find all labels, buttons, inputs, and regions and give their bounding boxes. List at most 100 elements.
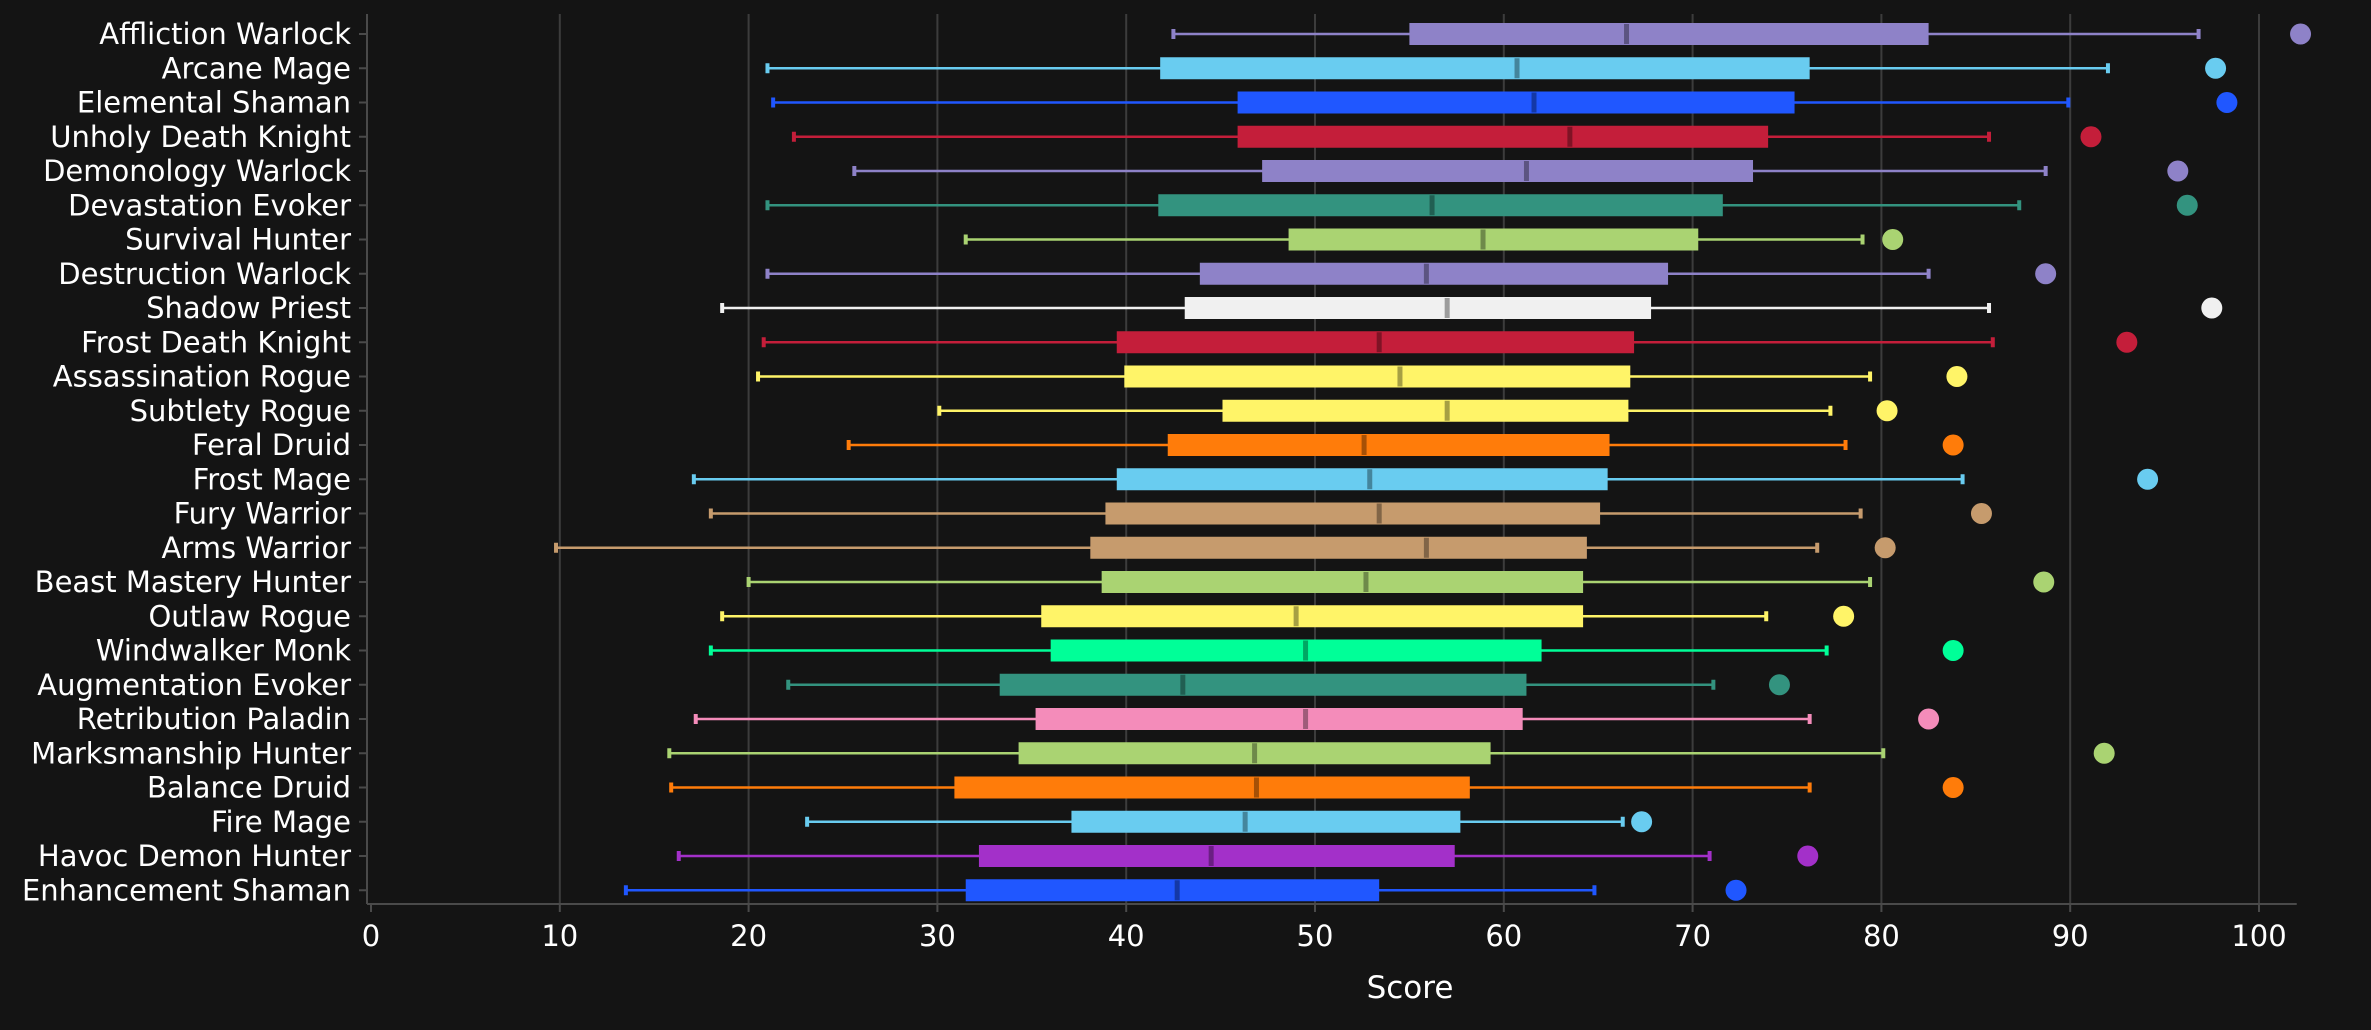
- outlier-point: [1942, 434, 1964, 456]
- outlier-point: [1946, 366, 1968, 387]
- box-row: [761, 331, 2138, 354]
- median-marker: [1376, 332, 1382, 353]
- median-marker: [1363, 572, 1369, 592]
- box-row: [1171, 23, 2312, 45]
- series-layer: [554, 23, 2312, 902]
- box-row: [756, 365, 1968, 388]
- box-row: [669, 776, 1964, 799]
- outlier-point: [1918, 708, 1940, 730]
- iqr-box: [1160, 57, 1810, 80]
- category-label: Unholy Death Knight: [50, 120, 351, 154]
- category-label: Frost Death Knight: [81, 325, 351, 359]
- outlier-point: [1876, 400, 1898, 422]
- x-tick-label: 90: [2052, 919, 2089, 953]
- outlier-point: [2033, 571, 2055, 593]
- median-marker: [1624, 24, 1630, 44]
- x-tick-label: 40: [1108, 919, 1145, 953]
- box-row: [623, 879, 1747, 902]
- outlier-point: [2176, 194, 2198, 216]
- median-marker: [1523, 161, 1529, 181]
- x-tick-label: 50: [1297, 919, 1334, 953]
- iqr-box: [1167, 434, 1610, 456]
- x-axis-title: Score: [1367, 970, 1454, 1006]
- median-marker: [1303, 640, 1309, 661]
- box-row: [963, 228, 1904, 251]
- box-row: [852, 160, 2189, 182]
- iqr-box: [1288, 228, 1699, 251]
- outlier-point: [2137, 468, 2159, 490]
- iqr-box: [1409, 23, 1929, 45]
- outlier-point: [1725, 879, 1747, 901]
- median-marker: [1531, 92, 1537, 113]
- median-marker: [1180, 674, 1186, 695]
- outlier-point: [1797, 845, 1819, 867]
- category-label: Windwalker Monk: [96, 634, 351, 668]
- category-label: Enhancement Shaman: [22, 873, 351, 907]
- x-tick-label: 80: [1863, 919, 1900, 953]
- median-marker: [1361, 435, 1367, 455]
- category-label: Arcane Mage: [162, 51, 351, 85]
- x-tick-label: 30: [919, 919, 956, 953]
- median-marker: [1480, 229, 1486, 250]
- x-tick-label: 60: [1485, 919, 1522, 953]
- iqr-box: [1050, 639, 1542, 662]
- iqr-box: [1262, 160, 1754, 182]
- box-row: [554, 536, 1896, 559]
- category-label: Marksmanship Hunter: [31, 736, 351, 770]
- category-label: Subtlety Rogue: [130, 394, 351, 428]
- box-row: [693, 708, 1940, 730]
- median-marker: [1514, 58, 1520, 79]
- median-marker: [1567, 126, 1573, 147]
- outlier-point: [1631, 811, 1653, 833]
- category-label: Shadow Priest: [146, 291, 351, 325]
- category-label: Feral Druid: [192, 428, 351, 462]
- category-label: Outlaw Rogue: [148, 599, 351, 633]
- iqr-box: [954, 776, 1470, 799]
- median-marker: [1423, 537, 1429, 558]
- outlier-point: [2205, 57, 2227, 79]
- category-label: Augmentation Evoker: [37, 668, 351, 702]
- outlier-point: [2167, 160, 2189, 182]
- x-tick-label: 10: [541, 919, 578, 953]
- outlier-point: [2290, 23, 2312, 45]
- x-tick-label: 0: [362, 919, 380, 953]
- iqr-box: [1105, 502, 1601, 525]
- median-marker: [1429, 195, 1435, 216]
- category-label: Fire Mage: [211, 805, 351, 839]
- category-label: Affliction Warlock: [99, 17, 351, 51]
- box-row: [746, 571, 2055, 593]
- box-row: [720, 297, 2223, 319]
- median-marker: [1242, 811, 1248, 832]
- category-label: Arms Warrior: [162, 531, 352, 565]
- median-marker: [1397, 366, 1403, 387]
- category-label: Survival Hunter: [125, 223, 351, 257]
- outlier-point: [2216, 92, 2238, 113]
- category-label: Fury Warrior: [174, 497, 352, 531]
- iqr-box: [1018, 742, 1491, 765]
- iqr-box: [1090, 536, 1587, 559]
- outlier-point: [2080, 126, 2102, 148]
- median-marker: [1253, 777, 1259, 798]
- median-marker: [1376, 503, 1382, 524]
- outlier-point: [1833, 605, 1855, 627]
- box-row: [765, 57, 2227, 80]
- outlier-point: [2035, 263, 2057, 285]
- iqr-box: [965, 879, 1380, 902]
- category-label: Balance Druid: [147, 771, 351, 805]
- iqr-box: [1101, 571, 1584, 593]
- x-tick-label: 100: [2231, 919, 2286, 953]
- median-marker: [1174, 880, 1180, 901]
- category-label: Frost Mage: [193, 462, 351, 496]
- box-row: [765, 194, 2198, 217]
- category-label: Destruction Warlock: [58, 257, 351, 291]
- x-tick-label: 70: [1674, 919, 1711, 953]
- box-row: [691, 468, 2159, 491]
- iqr-box: [978, 845, 1455, 867]
- median-marker: [1293, 606, 1299, 627]
- iqr-box: [1237, 91, 1795, 114]
- outlier-point: [2116, 331, 2138, 353]
- box-row: [937, 399, 1898, 422]
- axis-layer: [359, 14, 2297, 912]
